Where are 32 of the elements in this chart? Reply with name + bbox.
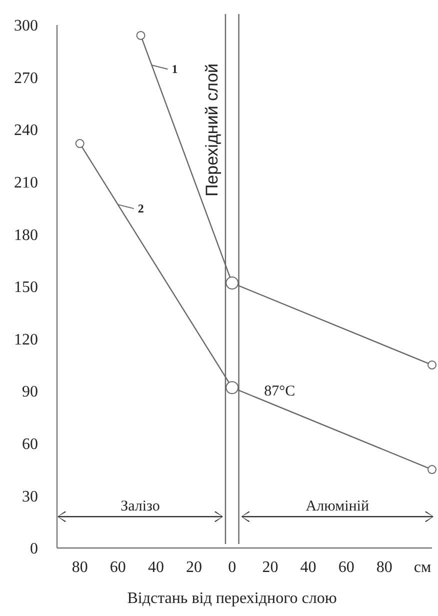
x-tick-label: 20 [186, 559, 202, 576]
point [136, 30, 146, 40]
x-tick-label: 40 [300, 559, 316, 576]
y-tick-label: 210 [14, 174, 38, 192]
y-tick-label: 300 [14, 18, 38, 35]
y-tick-label: 150 [14, 279, 38, 296]
annotation: 87°C [264, 384, 296, 400]
x-tick-label: см [414, 559, 432, 576]
legend-label: 2 [138, 202, 144, 216]
point [75, 139, 84, 148]
legend-label: 1 [172, 62, 178, 76]
y-tick-label: 60 [22, 436, 38, 453]
y-tick-label: 270 [14, 70, 38, 87]
x-tick-label: 60 [110, 559, 126, 576]
point [428, 360, 436, 370]
x-tick-label: 40 [148, 559, 164, 576]
point [428, 465, 436, 474]
ref-line-label: Перехідний слой [202, 63, 222, 197]
x-tick-label: 60 [338, 559, 354, 576]
y-tick-label: 240 [14, 122, 38, 140]
x-tick-label: 80 [72, 559, 88, 576]
x-tick-label: 80 [376, 559, 392, 576]
y-tick-label: 30 [22, 488, 38, 506]
y-tick-label: 0 [30, 540, 38, 558]
x-axis-title: Відстань від перехідного слою [127, 590, 337, 607]
y-tick-label: 180 [14, 226, 38, 244]
y-tick-label: 90 [22, 384, 38, 401]
annotation: Залізо [120, 498, 160, 515]
x-tick-label: 20 [262, 559, 278, 576]
x-tick-label: 0 [228, 559, 236, 576]
annotation: Алюміній [306, 498, 370, 515]
y-tick-label: 120 [14, 331, 38, 348]
